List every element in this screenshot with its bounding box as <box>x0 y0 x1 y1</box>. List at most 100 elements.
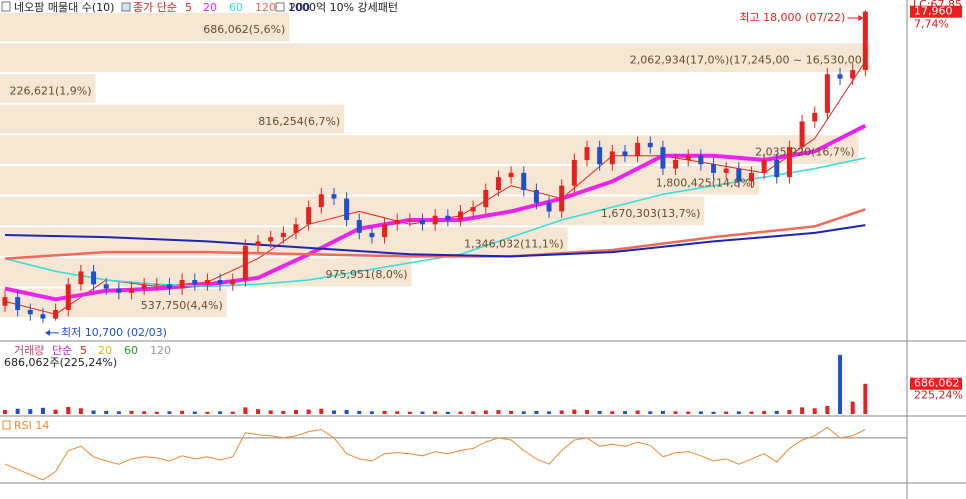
candle-body <box>116 288 122 293</box>
candle-body <box>369 232 375 238</box>
moving-average-line <box>4 157 866 288</box>
volume-bar <box>205 411 210 414</box>
candle-body <box>647 142 653 148</box>
volume-bar <box>154 411 159 414</box>
volume-bar <box>547 411 552 414</box>
volume-bar <box>509 410 514 414</box>
legend-swatch <box>2 420 11 430</box>
volume-bar <box>116 411 121 414</box>
candle-body <box>280 232 286 238</box>
volume-bar <box>698 411 703 414</box>
volume-bar <box>673 411 678 414</box>
volume-bar <box>331 410 336 414</box>
legend-entry: 200 <box>289 1 310 14</box>
volume-bar <box>471 411 476 414</box>
profile-band <box>0 74 96 103</box>
pattern-label: 1000억 10% 강세패턴 <box>288 1 398 14</box>
candle-body <box>597 147 603 165</box>
profile-label: 2,035,920(16,7%) <box>755 146 855 159</box>
volume-bar <box>648 411 653 414</box>
candle-body <box>53 310 59 319</box>
volume-bar <box>15 408 20 414</box>
checkbox[interactable] <box>275 2 285 12</box>
profile-band <box>0 104 345 134</box>
legend-entry: 120 <box>255 1 276 14</box>
candle-body <box>483 190 489 208</box>
volume-bar <box>863 383 868 414</box>
candle-body <box>508 172 514 178</box>
candle-body <box>40 314 46 319</box>
volume-bar <box>180 410 185 414</box>
candle-body <box>318 194 324 208</box>
volume-bar <box>230 411 235 414</box>
volume-bar <box>825 406 830 414</box>
candle-body <box>331 194 337 199</box>
volume-bar <box>838 354 843 414</box>
last-volume-box <box>910 377 962 390</box>
candle-body <box>242 245 248 280</box>
candle-body <box>65 284 71 310</box>
volume-bar <box>610 411 615 414</box>
candle-body <box>78 271 84 285</box>
volume-bar <box>407 411 412 414</box>
candle-body <box>698 155 704 165</box>
volume-bar <box>597 410 602 414</box>
arrow-head <box>858 15 864 21</box>
candle-body <box>837 74 843 79</box>
volume-bar <box>420 411 425 414</box>
candle-body <box>824 74 830 113</box>
volume-bar <box>104 410 109 414</box>
volume-bar <box>382 410 387 414</box>
volume-bar <box>344 410 349 414</box>
candle-body <box>736 168 742 182</box>
profile-label: 226,621(1,9%) <box>10 84 92 97</box>
profile-label: 686,062(5,6%) <box>203 23 285 36</box>
volume-bar <box>711 411 716 414</box>
candle-body <box>268 237 274 242</box>
volume-bar <box>559 410 564 414</box>
candle-body <box>192 280 198 285</box>
candle-body <box>103 284 109 289</box>
candle-body <box>204 280 210 285</box>
volume-bar <box>395 411 400 414</box>
volume-bar <box>774 410 779 414</box>
legend-label: 단순 <box>52 344 72 357</box>
volume-bar <box>521 411 526 414</box>
profile-label: 2,062,934(17,0%)(17,245,00 ~ 16,530,00) <box>630 54 866 67</box>
volume-bar <box>294 410 298 414</box>
profile-label: 816,254(6,7%) <box>258 115 340 128</box>
candle-body <box>559 185 565 212</box>
volume-bar <box>40 407 45 414</box>
candle-body <box>521 172 527 190</box>
chart-title: 네오팜 매물대 수(10) <box>14 1 114 14</box>
candle-body <box>812 112 818 122</box>
candle-body <box>179 280 185 289</box>
volume-bar <box>142 411 147 414</box>
volume-bar <box>572 409 577 414</box>
candle-body <box>457 211 463 220</box>
volume-bar <box>787 410 792 414</box>
arrow-head <box>44 329 50 336</box>
candle-body <box>432 215 438 225</box>
volume-bar <box>192 411 197 414</box>
candle-body <box>761 160 767 173</box>
candle-body <box>584 147 590 160</box>
profile-band <box>0 43 870 72</box>
volume-bar <box>256 409 261 414</box>
volume-bar <box>66 406 71 414</box>
profile-band <box>0 135 859 164</box>
panel-title: RSI 14 <box>14 419 49 432</box>
last-price-box <box>910 5 962 18</box>
volume-bar <box>129 410 134 414</box>
volume-bar <box>3 410 7 414</box>
volume-bar <box>749 411 754 414</box>
candle-body <box>166 284 172 289</box>
volume-bar <box>534 410 539 414</box>
candle-body <box>2 297 8 306</box>
candle-body <box>230 280 236 285</box>
candle-body <box>495 177 501 190</box>
profile-label: 537,750(4,4%) <box>141 299 223 312</box>
volume-bar <box>736 411 741 414</box>
